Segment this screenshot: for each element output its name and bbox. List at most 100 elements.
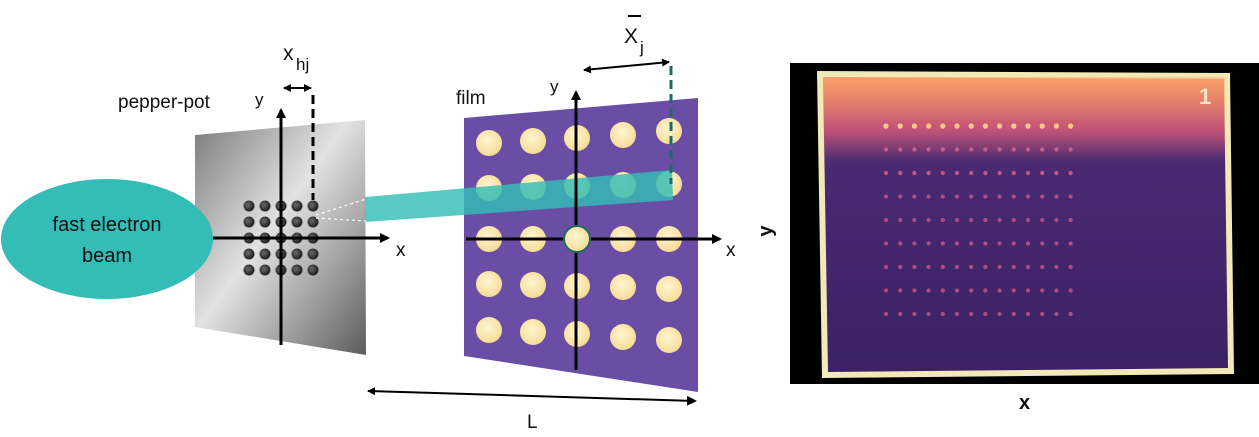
photo-dot xyxy=(1054,194,1059,199)
photo-dot xyxy=(940,217,945,223)
photo-dot xyxy=(1040,288,1045,293)
photo-dot xyxy=(1054,311,1059,317)
beam-label-line1: fast electron xyxy=(53,214,162,236)
photo-dot xyxy=(1040,217,1045,223)
photo-dot xyxy=(912,311,917,317)
photo-dot xyxy=(1025,123,1031,129)
pepper-pot-x-label: x xyxy=(396,240,406,261)
film-center-spot xyxy=(563,225,591,253)
film-photograph: 1 xyxy=(790,63,1259,384)
photo-dot xyxy=(1068,264,1073,270)
photo-dot xyxy=(982,123,989,129)
film-spot xyxy=(520,128,546,154)
photo-dot xyxy=(1025,241,1031,246)
photo-dot xyxy=(940,194,945,199)
photo-dot xyxy=(969,217,974,223)
photo-y-label: y xyxy=(755,225,777,237)
film-label: film xyxy=(456,88,486,109)
photo-dot xyxy=(1011,217,1016,223)
photo-dot xyxy=(926,311,931,317)
film-spot xyxy=(656,327,682,353)
photo-dot xyxy=(883,217,889,223)
photo-dot xyxy=(983,194,988,199)
photo-dot xyxy=(954,123,960,129)
photo-dot xyxy=(940,264,945,270)
film-y-label: y xyxy=(550,77,559,96)
photo-dot xyxy=(983,311,988,317)
photo-dot xyxy=(883,264,889,270)
photo-dot xyxy=(1011,194,1016,199)
photo-dot xyxy=(940,147,945,152)
photo-dot xyxy=(898,170,903,176)
photo-dot xyxy=(912,288,917,293)
photo-dot xyxy=(926,147,931,152)
pepper-pot-y-label: y xyxy=(255,90,264,109)
film-spot xyxy=(610,122,636,148)
photo-dot xyxy=(1068,194,1073,199)
photo-dot xyxy=(1054,288,1059,293)
photo-dot xyxy=(926,288,931,293)
photo-dot xyxy=(983,147,988,152)
photo-dot xyxy=(983,241,988,246)
film-spot xyxy=(476,317,502,343)
beamlet xyxy=(365,170,673,222)
pepper-pot-hole xyxy=(291,200,303,212)
photo-dot xyxy=(1068,311,1073,317)
photo-dot xyxy=(926,264,931,270)
photo-dot xyxy=(940,241,945,246)
photo-dot xyxy=(969,264,974,270)
photo-dot xyxy=(1011,123,1017,129)
photo-dot xyxy=(1054,264,1059,270)
photo-dot xyxy=(926,217,931,223)
photo-dot xyxy=(1025,217,1031,223)
photo-dot xyxy=(898,288,903,293)
pepper-pot-hole xyxy=(259,216,271,228)
photo-dot xyxy=(983,170,988,176)
photo-dot xyxy=(940,170,945,176)
photo-dot-grid xyxy=(883,123,1074,317)
photo-dot xyxy=(912,264,917,270)
photo-dot xyxy=(1068,288,1073,293)
film-spot xyxy=(656,276,682,302)
photo-dot xyxy=(968,123,974,129)
photo-dot xyxy=(926,241,931,246)
photo-dot xyxy=(1040,311,1045,317)
pepper-pot-axes xyxy=(190,108,390,345)
photo-dot xyxy=(969,241,974,246)
photo-dot xyxy=(1068,241,1073,246)
photo-dot xyxy=(883,288,889,293)
pepper-pot-hole xyxy=(291,264,303,276)
photo-dot xyxy=(898,147,903,152)
photo-dot xyxy=(883,170,889,176)
photo-dot xyxy=(898,217,903,223)
pepper-pot-hole xyxy=(243,264,255,276)
photo-dot xyxy=(969,147,974,152)
photo-dot xyxy=(1068,217,1073,223)
centroid-symbol: X xyxy=(624,25,638,48)
photo-dot xyxy=(969,170,974,176)
photo-dot xyxy=(954,264,960,270)
photo-dot xyxy=(911,123,918,129)
photo-dot xyxy=(1053,123,1059,129)
photo-dot xyxy=(940,288,945,293)
film-spot xyxy=(520,319,546,345)
photo-dot xyxy=(926,194,931,199)
pepper-pot-hole xyxy=(243,248,255,260)
photo-dot xyxy=(1011,264,1016,270)
photo-dot xyxy=(983,288,988,293)
photo-dot xyxy=(954,194,960,199)
photo-dot xyxy=(1011,147,1016,152)
distance-arrow xyxy=(367,387,697,406)
photo-x-label: x xyxy=(1019,392,1030,414)
photo-dot xyxy=(969,311,974,317)
photo-dot xyxy=(997,311,1002,317)
photo-dot xyxy=(1025,147,1031,152)
beamlet-edge-bottom xyxy=(315,217,367,222)
photo-dot xyxy=(897,123,903,129)
distance-label: L xyxy=(527,412,538,433)
photo-dot xyxy=(983,217,988,223)
photo-dot xyxy=(898,311,903,317)
photo-dot xyxy=(954,241,960,246)
photo-dot xyxy=(1040,264,1045,270)
